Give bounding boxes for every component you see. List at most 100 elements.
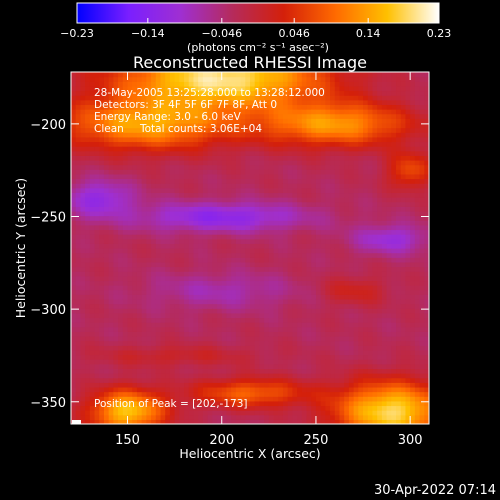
heatmap-cell	[301, 201, 308, 207]
heatmap-cell	[103, 160, 110, 166]
heatmap-cell	[118, 298, 124, 305]
heatmap-cell	[132, 317, 138, 323]
heatmap-cell	[282, 326, 289, 332]
heatmap-cell	[207, 363, 213, 370]
heatmap-cell	[235, 243, 242, 249]
heatmap-cell	[348, 280, 355, 286]
heatmap-cell	[94, 178, 100, 184]
heatmap-cell	[292, 150, 298, 156]
heatmap-cell	[231, 349, 237, 356]
heatmap-cell	[80, 76, 86, 82]
heatmap-cell	[85, 90, 91, 96]
heatmap-cell	[75, 261, 82, 268]
heatmap-cell	[339, 169, 345, 175]
heatmap-cell	[330, 81, 336, 87]
heatmap-cell	[306, 280, 312, 286]
heatmap-cell	[250, 95, 256, 101]
heatmap-cell	[132, 113, 138, 119]
heatmap-cell	[165, 266, 171, 272]
heatmap-cell	[278, 396, 284, 402]
heatmap-cell	[353, 243, 359, 249]
heatmap-cell	[372, 178, 378, 184]
heatmap-cell	[103, 303, 110, 309]
heatmap-cell	[198, 349, 204, 356]
heatmap-cell	[193, 238, 199, 244]
heatmap-cell	[292, 178, 298, 184]
heatmap-cell	[344, 155, 350, 161]
heatmap-cell	[122, 146, 129, 152]
heatmap-cell	[363, 81, 369, 87]
heatmap-cell	[235, 85, 242, 92]
heatmap-cell	[174, 192, 180, 198]
heatmap-cell	[198, 280, 204, 286]
heatmap-cell	[254, 141, 261, 147]
heatmap-cell	[169, 99, 176, 106]
heatmap-cell	[367, 118, 374, 124]
heatmap-cell	[358, 220, 364, 226]
heatmap-cell	[212, 234, 218, 240]
heatmap-cell	[136, 248, 143, 254]
heatmap-cell	[348, 81, 355, 87]
heatmap-cell	[264, 410, 270, 416]
heatmap-cell	[311, 169, 317, 175]
heatmap-cell	[367, 410, 374, 416]
heatmap-cell	[155, 317, 162, 323]
heatmap-cell	[169, 359, 176, 365]
heatmap-cell	[231, 132, 237, 138]
heatmap-cell	[202, 192, 209, 198]
heatmap-cell	[377, 317, 383, 323]
heatmap-cell	[85, 238, 91, 244]
heatmap-cell	[240, 294, 246, 300]
heatmap-cell	[235, 113, 242, 119]
heatmap-cell	[254, 99, 261, 106]
heatmap-cell	[113, 322, 119, 328]
heatmap-cell	[377, 400, 383, 407]
heatmap-cell	[353, 386, 359, 393]
heatmap-cell	[301, 266, 308, 272]
heatmap-cell	[254, 414, 261, 420]
heatmap-cell	[344, 146, 350, 152]
heatmap-cell	[235, 141, 242, 147]
heatmap-cell	[339, 368, 345, 374]
heatmap-cell	[254, 192, 261, 198]
heatmap-cell	[71, 109, 77, 115]
heatmap-cell	[245, 271, 251, 277]
heatmap-cell	[174, 359, 180, 365]
heatmap-cell	[358, 386, 364, 393]
heatmap-cell	[174, 289, 180, 295]
heatmap-cell	[292, 109, 298, 115]
heatmap-cell	[165, 81, 171, 87]
heatmap-cell	[353, 187, 359, 194]
heatmap-cell	[250, 238, 256, 244]
heatmap-cell	[330, 95, 336, 101]
heatmap-cell	[372, 224, 378, 231]
heatmap-cell	[268, 104, 275, 110]
heatmap-cell	[132, 396, 138, 402]
heatmap-cell	[311, 210, 317, 217]
heatmap-cell	[207, 146, 213, 152]
heatmap-cell	[132, 238, 138, 244]
heatmap-cell	[80, 146, 86, 152]
heatmap-cell	[250, 261, 256, 268]
heatmap-cell	[80, 386, 86, 393]
heatmap-cell	[118, 414, 124, 420]
heatmap-cell	[188, 414, 195, 420]
heatmap-cell	[146, 349, 152, 356]
heatmap-cell	[287, 382, 293, 388]
heatmap-cell	[311, 280, 317, 286]
heatmap-cell	[330, 349, 336, 356]
heatmap-cell	[132, 141, 138, 147]
heatmap-cell	[287, 280, 293, 286]
heatmap-cell	[127, 252, 133, 258]
heatmap-cell	[113, 410, 119, 416]
heatmap-cell	[235, 400, 242, 407]
heatmap-cell	[99, 419, 105, 424]
heatmap-cell	[169, 206, 176, 212]
heatmap-cell	[179, 192, 185, 198]
heatmap-cell	[282, 285, 289, 291]
heatmap-cell	[315, 386, 322, 393]
heatmap-cell	[94, 136, 100, 143]
heatmap-cell	[287, 322, 293, 328]
heatmap-cell	[217, 234, 223, 240]
heatmap-cell	[217, 359, 223, 365]
